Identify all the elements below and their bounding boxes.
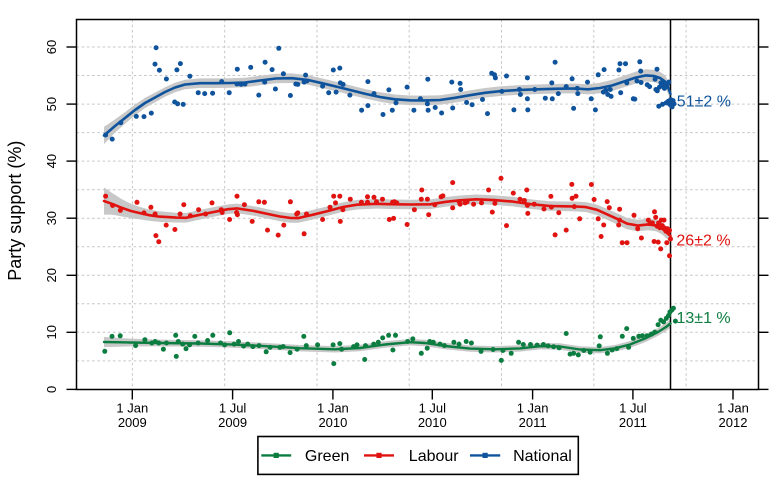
svg-text:2011: 2011 bbox=[519, 415, 547, 430]
svg-text:Labour: Labour bbox=[409, 448, 459, 465]
svg-text:1 Jul: 1 Jul bbox=[619, 400, 647, 415]
svg-text:40: 40 bbox=[44, 154, 59, 168]
svg-text:National: National bbox=[513, 448, 572, 465]
svg-text:1 Jul: 1 Jul bbox=[419, 400, 447, 415]
svg-text:30: 30 bbox=[44, 211, 59, 225]
svg-text:13±1 %: 13±1 % bbox=[677, 310, 731, 327]
svg-text:0: 0 bbox=[44, 386, 59, 393]
svg-text:1 Jul: 1 Jul bbox=[219, 400, 247, 415]
svg-text:2009: 2009 bbox=[218, 415, 247, 430]
svg-text:2010: 2010 bbox=[318, 415, 347, 430]
svg-text:2009: 2009 bbox=[118, 415, 147, 430]
svg-text:1 Jan: 1 Jan bbox=[517, 400, 549, 415]
svg-text:10: 10 bbox=[44, 325, 59, 339]
svg-text:20: 20 bbox=[44, 268, 59, 282]
svg-text:60: 60 bbox=[44, 40, 59, 54]
svg-text:Green: Green bbox=[305, 448, 349, 465]
svg-text:50: 50 bbox=[44, 97, 59, 111]
svg-text:2012: 2012 bbox=[719, 415, 748, 430]
svg-text:Party support (%): Party support (%) bbox=[5, 141, 25, 281]
svg-text:2010: 2010 bbox=[418, 415, 447, 430]
svg-text:2011: 2011 bbox=[619, 415, 647, 430]
svg-text:1 Jan: 1 Jan bbox=[116, 400, 148, 415]
svg-text:51±2 %: 51±2 % bbox=[677, 94, 731, 111]
svg-text:1 Jan: 1 Jan bbox=[717, 400, 749, 415]
svg-text:1 Jan: 1 Jan bbox=[317, 400, 349, 415]
svg-text:26±2 %: 26±2 % bbox=[676, 232, 730, 249]
